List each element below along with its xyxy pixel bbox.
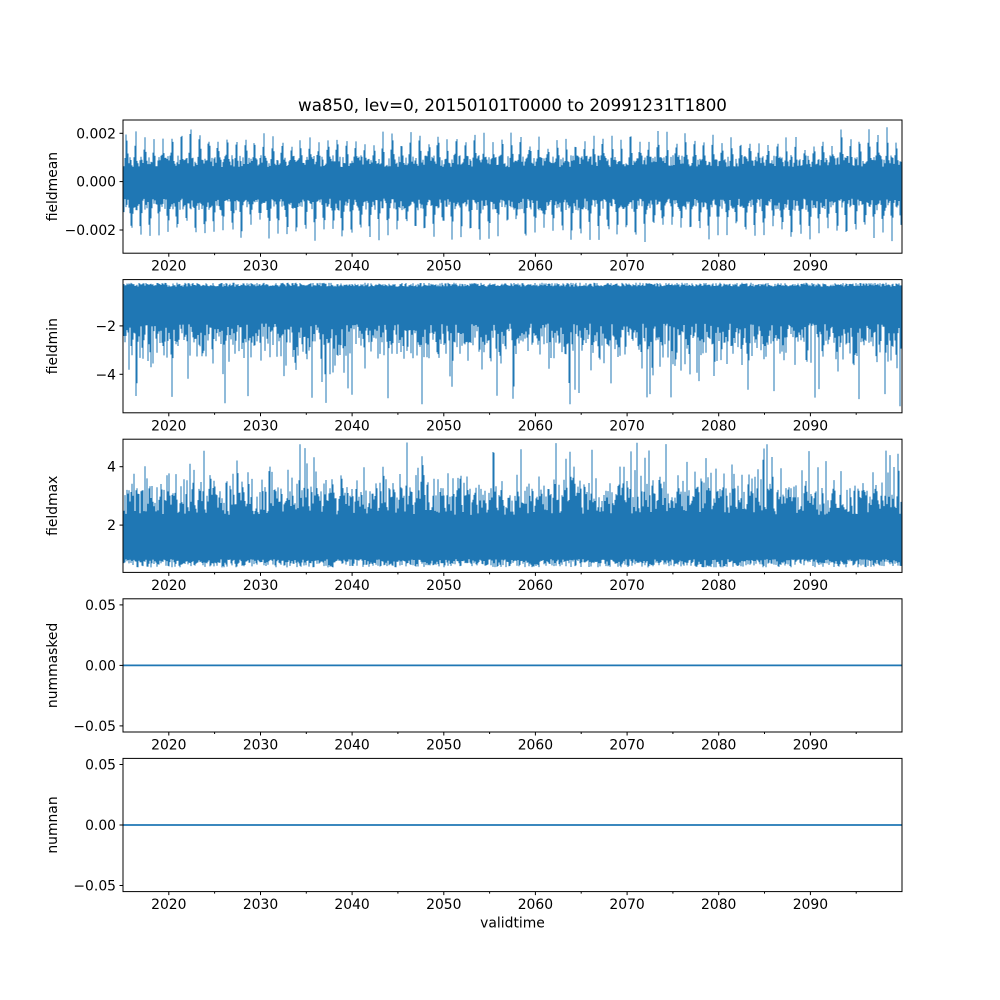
x-tick-label: 2070: [609, 578, 644, 594]
x-tick-label: 2060: [518, 738, 553, 754]
x-tick-label: 2020: [151, 897, 186, 913]
x-tick-label: 2070: [609, 897, 644, 913]
x-tick-label: 2040: [334, 578, 369, 594]
y-axis-label-fieldmean: fieldmean: [45, 152, 61, 221]
x-tick-label: 2090: [793, 897, 828, 913]
subplot-fieldmin: 2020 2030 2040 2050 2060 2070 2080 2090 −2 −4 fiel…: [45, 279, 903, 434]
x-axis-label: validtime: [480, 916, 545, 932]
x-tick-label: 2050: [426, 418, 461, 434]
data-series-fieldmin: [122, 282, 903, 407]
x-tick-label: 2050: [426, 578, 461, 594]
y-tick-label: −0.05: [73, 719, 116, 735]
subplot-fieldmax: 2020 2030 2040 2050 2060 2070 2080 2090 4 2 fieldm…: [45, 438, 903, 594]
x-tick-label: 2050: [426, 738, 461, 754]
x-tick-label: 2050: [426, 897, 461, 913]
subplot-numnan: 2020 2030 2040 2050 2060 2070 2080 2090 0.05 0.00…: [45, 758, 903, 913]
axes-border: [122, 279, 903, 414]
x-tick-label: 2090: [793, 259, 828, 275]
data-series-fieldmean: [122, 127, 903, 242]
x-tick-label: 2030: [243, 738, 278, 754]
x-tick-label: 2030: [243, 897, 278, 913]
subplot-fieldmean: 2020 2030 2040 2050 2060 2070 2080 2090 0.002 0.0…: [45, 119, 903, 275]
x-tick-label: 2050: [426, 259, 461, 275]
y-tick-label: −4: [96, 367, 117, 383]
x-tick-label: 2030: [243, 259, 278, 275]
subplot-nummasked: 2020 2030 2040 2050 2060 2070 2080 2090 0.05 0.00…: [45, 598, 903, 754]
axes-border: [122, 119, 903, 254]
y-tick-label: 2: [107, 518, 116, 534]
y-tick-label: −0.002: [65, 223, 116, 239]
x-tick-label: 2080: [701, 738, 736, 754]
y-axis-label-fieldmin: fieldmin: [45, 318, 61, 374]
y-tick-label: −0.05: [73, 879, 116, 895]
x-tick-label: 2080: [701, 259, 736, 275]
y-tick-label: 0.00: [85, 818, 116, 834]
x-tick-label: 2020: [151, 578, 186, 594]
x-tick-label: 2090: [793, 578, 828, 594]
x-tick-label: 2040: [334, 897, 369, 913]
x-tick-label: 2090: [793, 418, 828, 434]
x-tick-label: 2090: [793, 738, 828, 754]
x-tick-label: 2020: [151, 738, 186, 754]
y-axis-label-numnan: numnan: [45, 796, 61, 853]
x-tick-label: 2040: [334, 259, 369, 275]
y-tick-label: −2: [96, 319, 116, 335]
y-tick-label: 0.05: [85, 758, 116, 774]
x-tick-label: 2030: [243, 578, 278, 594]
axes-border: [122, 438, 903, 573]
x-tick-label: 2060: [518, 418, 553, 434]
y-tick-label: 4: [107, 460, 116, 476]
x-tick-label: 2080: [701, 897, 736, 913]
x-tick-label: 2020: [151, 418, 186, 434]
x-tick-label: 2070: [609, 418, 644, 434]
y-tick-label: 0.00: [85, 658, 116, 674]
y-tick-label: 0.002: [76, 126, 116, 142]
x-tick-label: 2070: [609, 738, 644, 754]
y-tick-label: 0.05: [85, 598, 116, 614]
x-tick-label: 2060: [518, 259, 553, 275]
data-series-fieldmax: [122, 442, 903, 568]
axes-root: 2020 2030 2040 2050 2060 2070 2080 20900.0020.0…: [45, 119, 903, 913]
x-tick-label: 2020: [151, 259, 186, 275]
x-tick-label: 2040: [334, 738, 369, 754]
x-tick-label: 2060: [518, 897, 553, 913]
x-tick-label: 2080: [701, 418, 736, 434]
x-tick-label: 2030: [243, 418, 278, 434]
y-tick-label: 0.000: [76, 175, 116, 191]
figure-title: wa850, lev=0, 20150101T0000 to 20991231T…: [298, 95, 727, 115]
x-tick-label: 2070: [609, 259, 644, 275]
y-axis-label-nummasked: nummasked: [45, 623, 61, 708]
x-tick-label: 2060: [518, 578, 553, 594]
x-tick-label: 2080: [701, 578, 736, 594]
y-axis-label-fieldmax: fieldmax: [45, 476, 61, 536]
x-tick-label: 2040: [334, 418, 369, 434]
